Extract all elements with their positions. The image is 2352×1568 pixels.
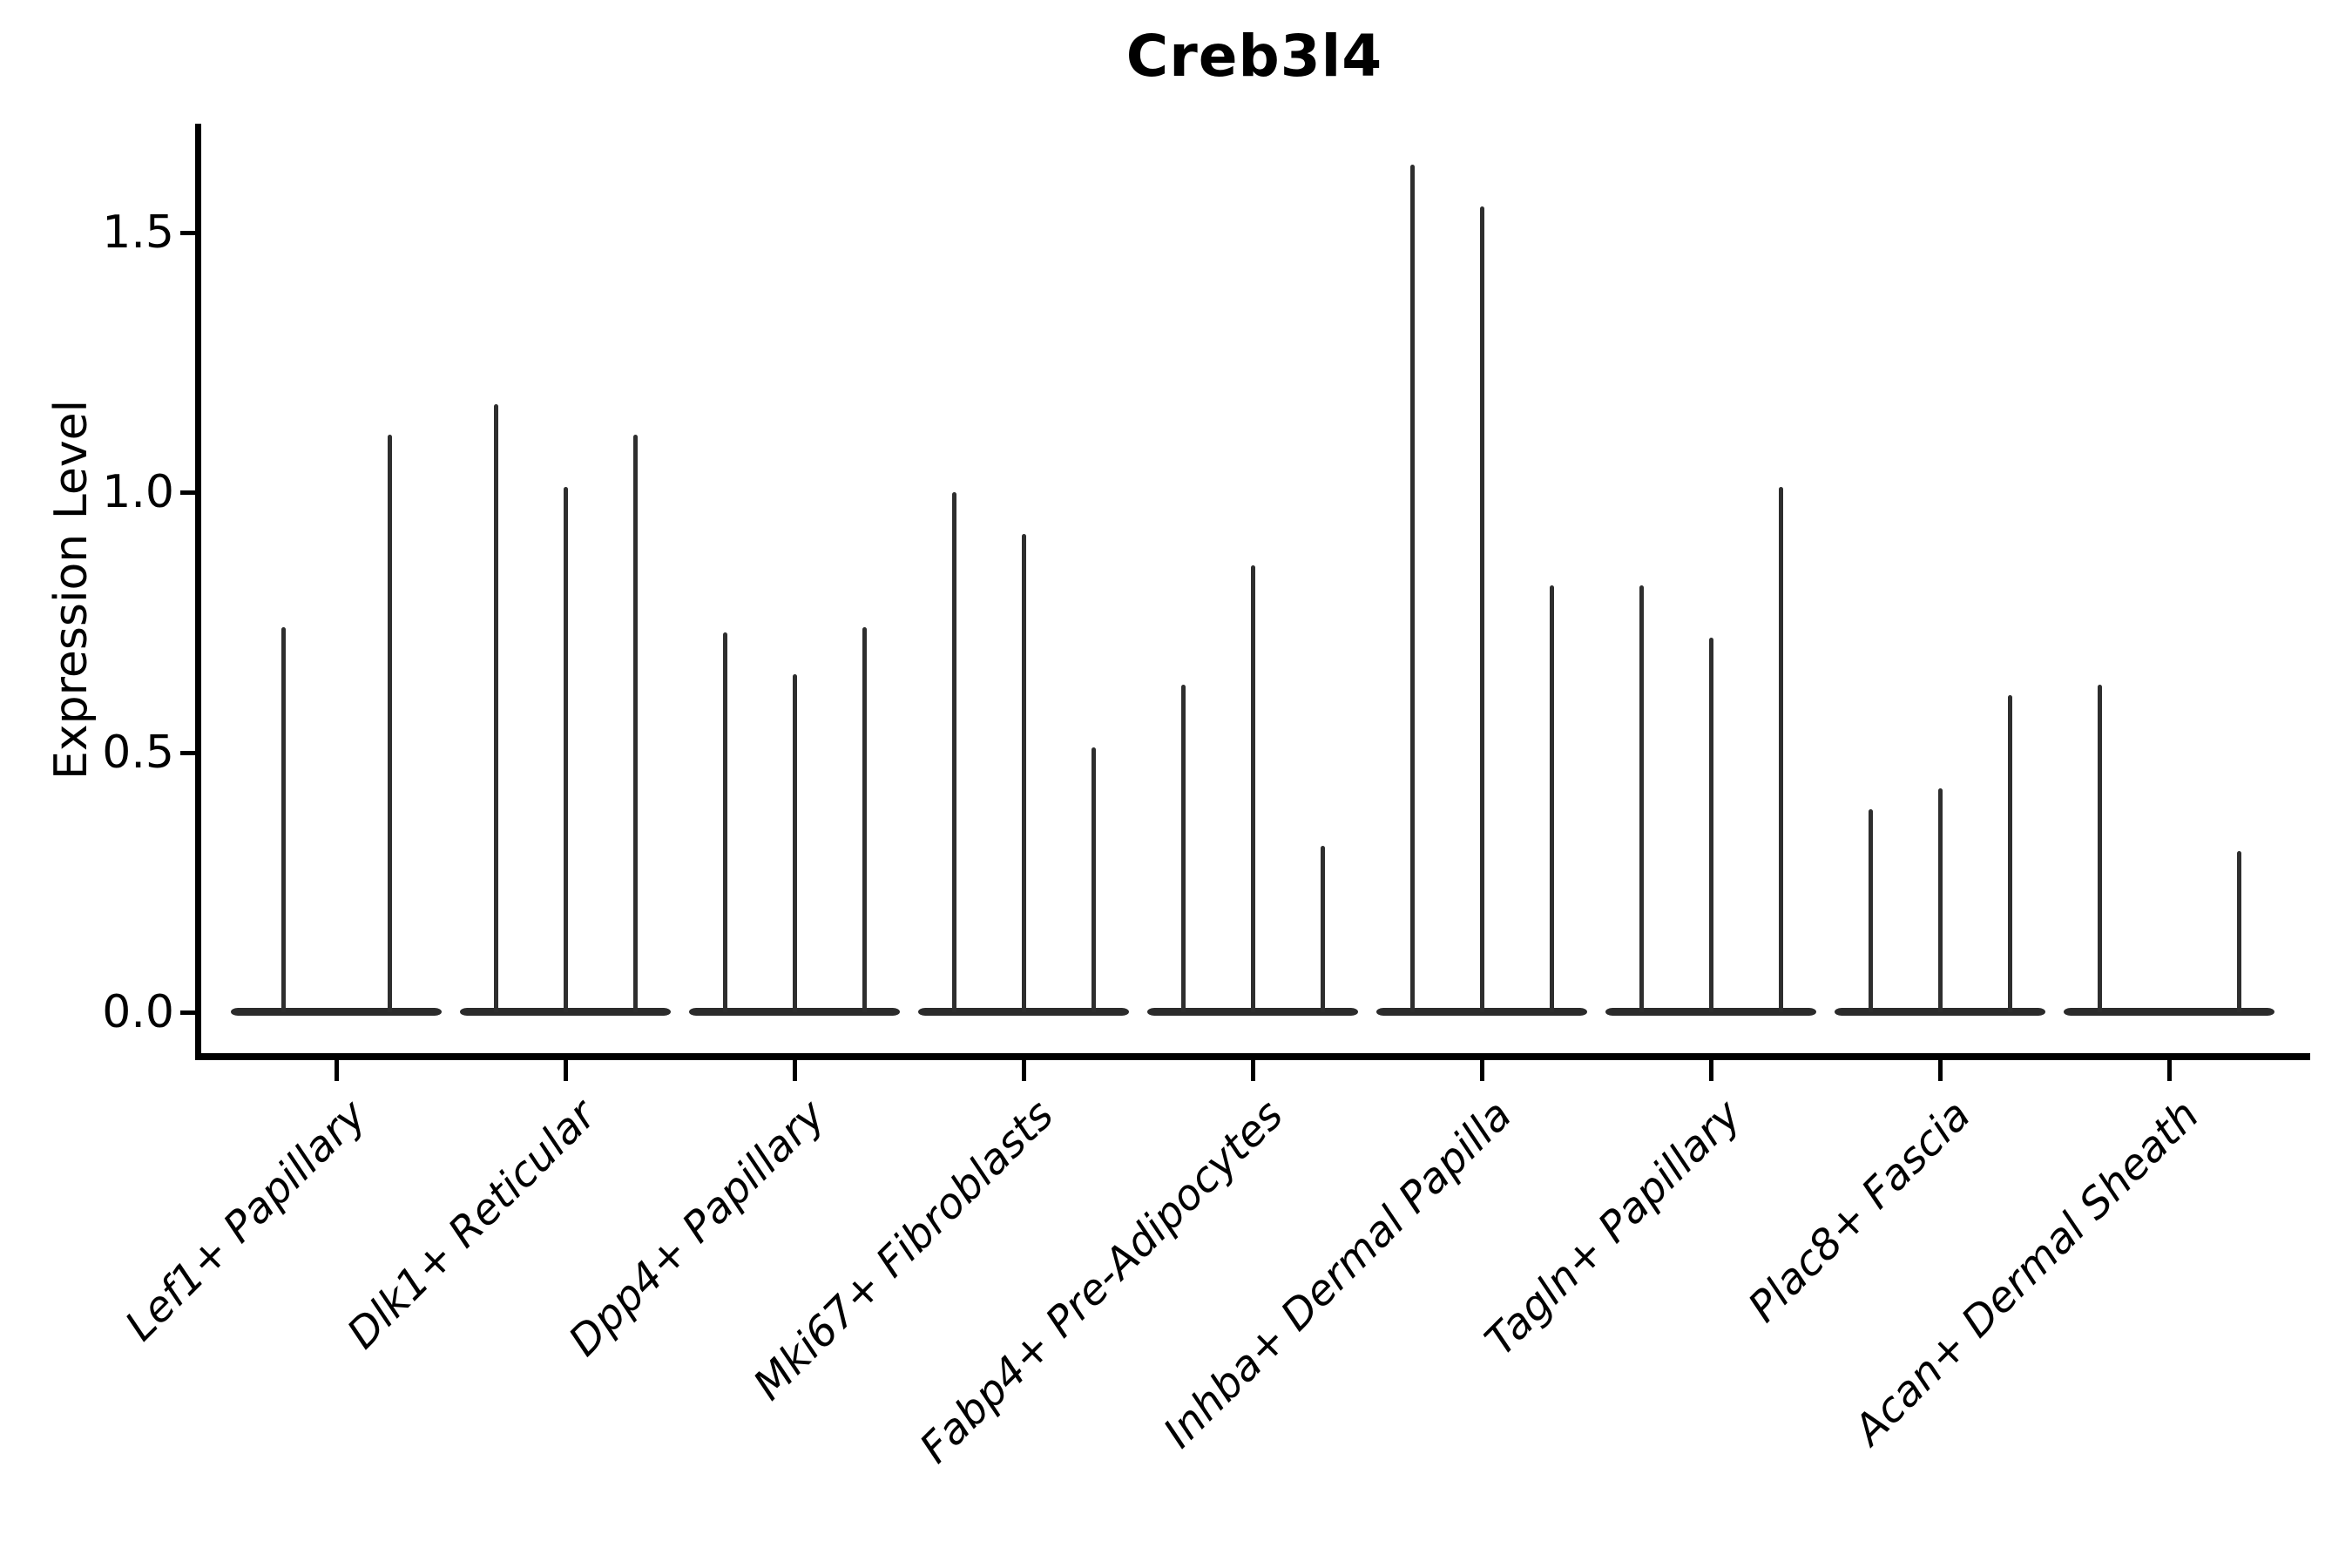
- x-tick: [1480, 1060, 1484, 1081]
- violin-spike: [1639, 585, 1644, 1012]
- violin-spike: [2236, 850, 2241, 1012]
- x-tick: [1022, 1060, 1026, 1081]
- x-tick-label: Dlk1+ Reticular: [337, 1091, 605, 1359]
- y-tick-label: 0.5: [102, 726, 174, 779]
- y-tick-label: 1.0: [102, 466, 174, 518]
- y-axis-spine: [195, 124, 201, 1059]
- violin-spike: [722, 632, 727, 1012]
- x-tick: [564, 1060, 568, 1081]
- violin-spike: [280, 627, 286, 1012]
- x-tick-label: Plac8+ Fascia: [1738, 1091, 1980, 1332]
- x-tick: [1709, 1060, 1713, 1081]
- violin-spike: [1250, 564, 1255, 1012]
- y-tick: [180, 750, 199, 755]
- x-tick-label: Dpp4+ Papillary: [559, 1091, 835, 1366]
- violin-spike: [951, 492, 956, 1012]
- violin-spike: [632, 435, 638, 1012]
- x-tick: [2167, 1060, 2172, 1081]
- violin-body: [2064, 1008, 2274, 1016]
- violin-spike: [1180, 684, 1186, 1012]
- x-tick-label: Tagln+ Papillary: [1476, 1091, 1751, 1366]
- violin-spike: [1021, 533, 1026, 1012]
- violin-spike: [493, 403, 498, 1012]
- violin-spike: [1549, 585, 1554, 1012]
- chart-title: Creb3l4: [1125, 23, 1383, 90]
- x-tick-label: Lef1+ Papillary: [116, 1091, 376, 1351]
- violin-spike: [387, 435, 392, 1012]
- violin-spike: [1091, 747, 1096, 1012]
- y-tick-label: 0.0: [102, 986, 174, 1038]
- x-tick-label: Fabp4+ Pre-Adipocytes: [910, 1091, 1293, 1473]
- y-tick: [180, 490, 199, 495]
- violin-spike: [1479, 206, 1484, 1012]
- violin-spike: [563, 487, 568, 1012]
- x-axis-spine: [195, 1053, 2310, 1060]
- violin-spike: [1868, 809, 1873, 1012]
- y-axis-label: Expression Level: [45, 399, 98, 781]
- y-tick: [180, 1010, 199, 1015]
- violin-spike: [1320, 845, 1325, 1012]
- violin-spike: [1708, 638, 1713, 1012]
- x-tick: [1938, 1060, 1943, 1081]
- x-tick: [1251, 1060, 1255, 1081]
- violin-spike: [792, 673, 797, 1012]
- violin-spike: [862, 627, 867, 1012]
- violin-spike: [1937, 788, 1943, 1012]
- violin-spike: [2097, 684, 2102, 1012]
- violin-spike: [1409, 164, 1415, 1012]
- x-tick: [793, 1060, 797, 1081]
- violin-body: [231, 1008, 442, 1016]
- y-tick: [180, 230, 199, 235]
- y-tick-label: 1.5: [102, 206, 174, 259]
- x-tick: [335, 1060, 339, 1081]
- violin-spike: [2007, 694, 2012, 1012]
- violin-spike: [1778, 487, 1783, 1012]
